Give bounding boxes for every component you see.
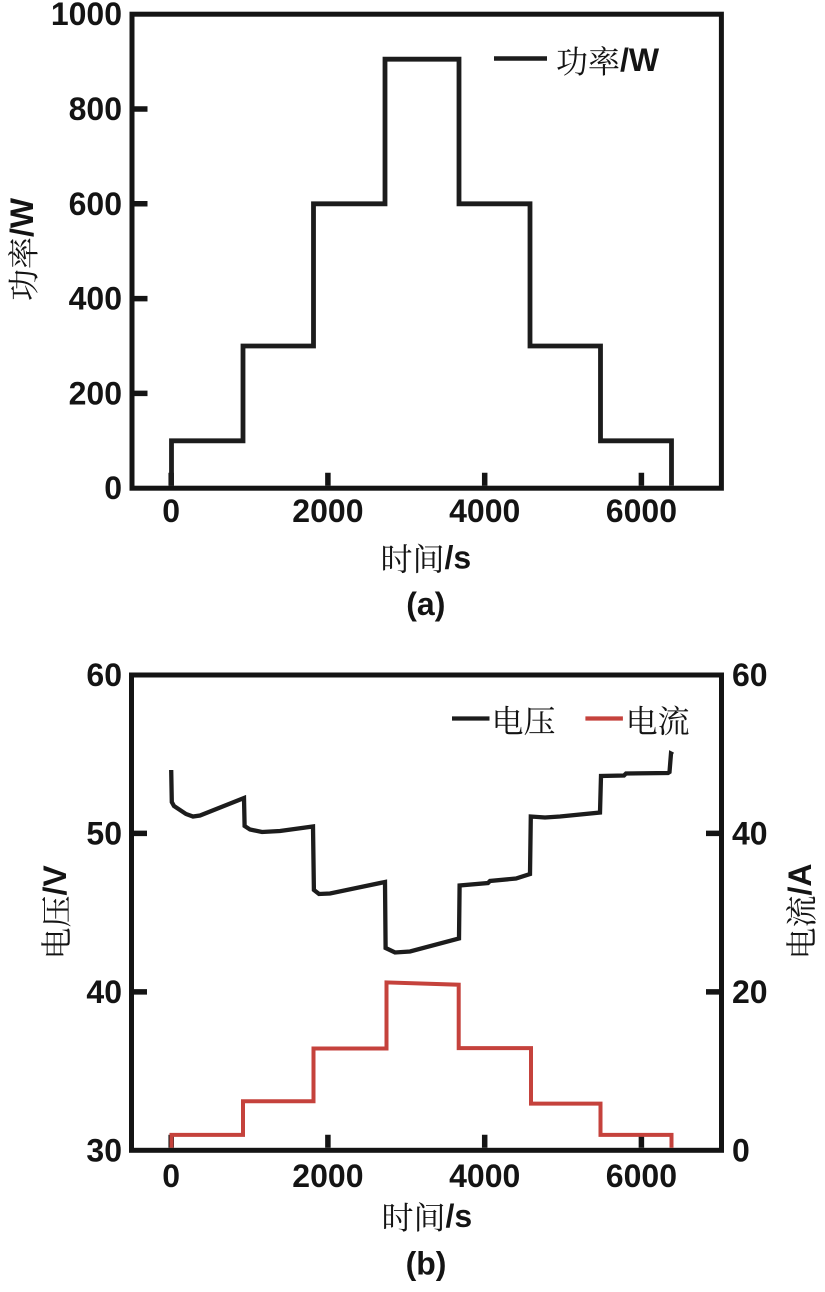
svg-text:(b): (b): [406, 1245, 447, 1281]
svg-text:50: 50: [86, 815, 122, 851]
svg-text:1000: 1000: [51, 0, 122, 32]
svg-text:200: 200: [69, 375, 122, 411]
svg-text:(a): (a): [406, 586, 445, 622]
svg-text:/V: /V: [37, 865, 73, 896]
svg-text:/W: /W: [620, 42, 660, 78]
svg-text:0: 0: [162, 493, 180, 529]
svg-text:20: 20: [732, 974, 768, 1010]
svg-text:/s: /s: [446, 1198, 473, 1234]
svg-text:2000: 2000: [292, 493, 363, 529]
svg-text:/W: /W: [4, 197, 40, 237]
svg-text:400: 400: [69, 281, 122, 317]
svg-text:0: 0: [732, 1132, 750, 1168]
svg-text:600: 600: [69, 186, 122, 222]
svg-text:60: 60: [86, 657, 122, 693]
svg-text:0: 0: [162, 1158, 180, 1194]
svg-text:40: 40: [86, 974, 122, 1010]
svg-text:4000: 4000: [449, 1158, 520, 1194]
svg-text:30: 30: [86, 1132, 122, 1168]
svg-text:2000: 2000: [292, 1158, 363, 1194]
svg-text:/s: /s: [445, 540, 472, 576]
svg-text:0: 0: [104, 470, 122, 506]
svg-text:6000: 6000: [606, 493, 677, 529]
svg-text:60: 60: [732, 657, 768, 693]
svg-text:6000: 6000: [606, 1158, 677, 1194]
svg-text:40: 40: [732, 815, 768, 851]
svg-text:4000: 4000: [449, 493, 520, 529]
svg-text:/A: /A: [782, 864, 818, 896]
svg-text:800: 800: [69, 91, 122, 127]
